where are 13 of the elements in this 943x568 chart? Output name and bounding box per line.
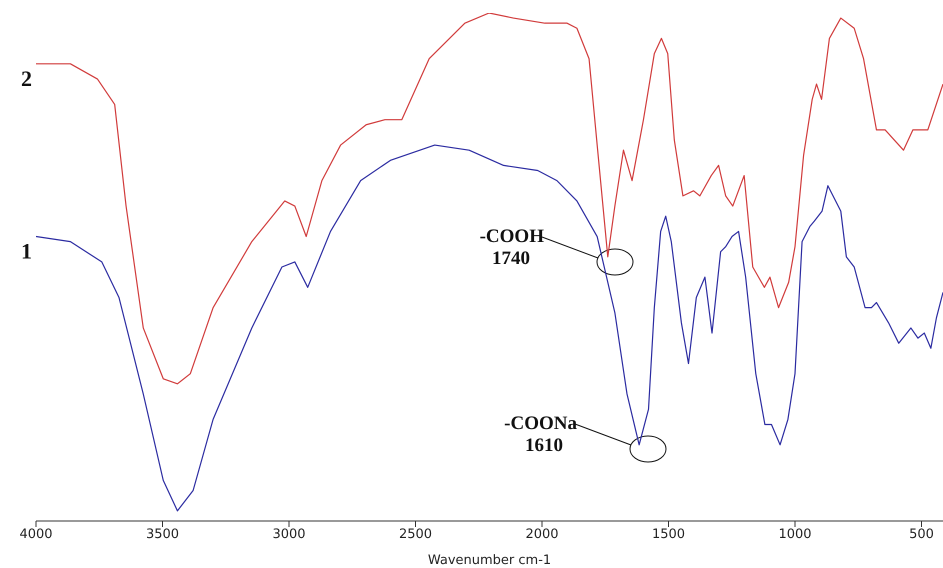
series-label: 2 — [21, 66, 32, 91]
x-tick-label: 1000 — [778, 527, 812, 542]
x-tick-label: 1500 — [652, 527, 686, 542]
x-tick-label: 3500 — [146, 527, 180, 542]
series-label: 1 — [21, 238, 32, 264]
x-tick-label: 2000 — [525, 527, 559, 542]
x-tick-label: 3000 — [272, 527, 306, 542]
x-tick-label: 4000 — [19, 527, 53, 542]
x-axis-title: Wavenumber cm-1 — [428, 553, 552, 568]
x-tick-label: 500 — [909, 527, 934, 542]
annotation: -COONa 1610 — [504, 413, 578, 456]
x-tick-label: 2500 — [398, 527, 432, 542]
annotation: -COOH 1740 — [480, 226, 544, 269]
